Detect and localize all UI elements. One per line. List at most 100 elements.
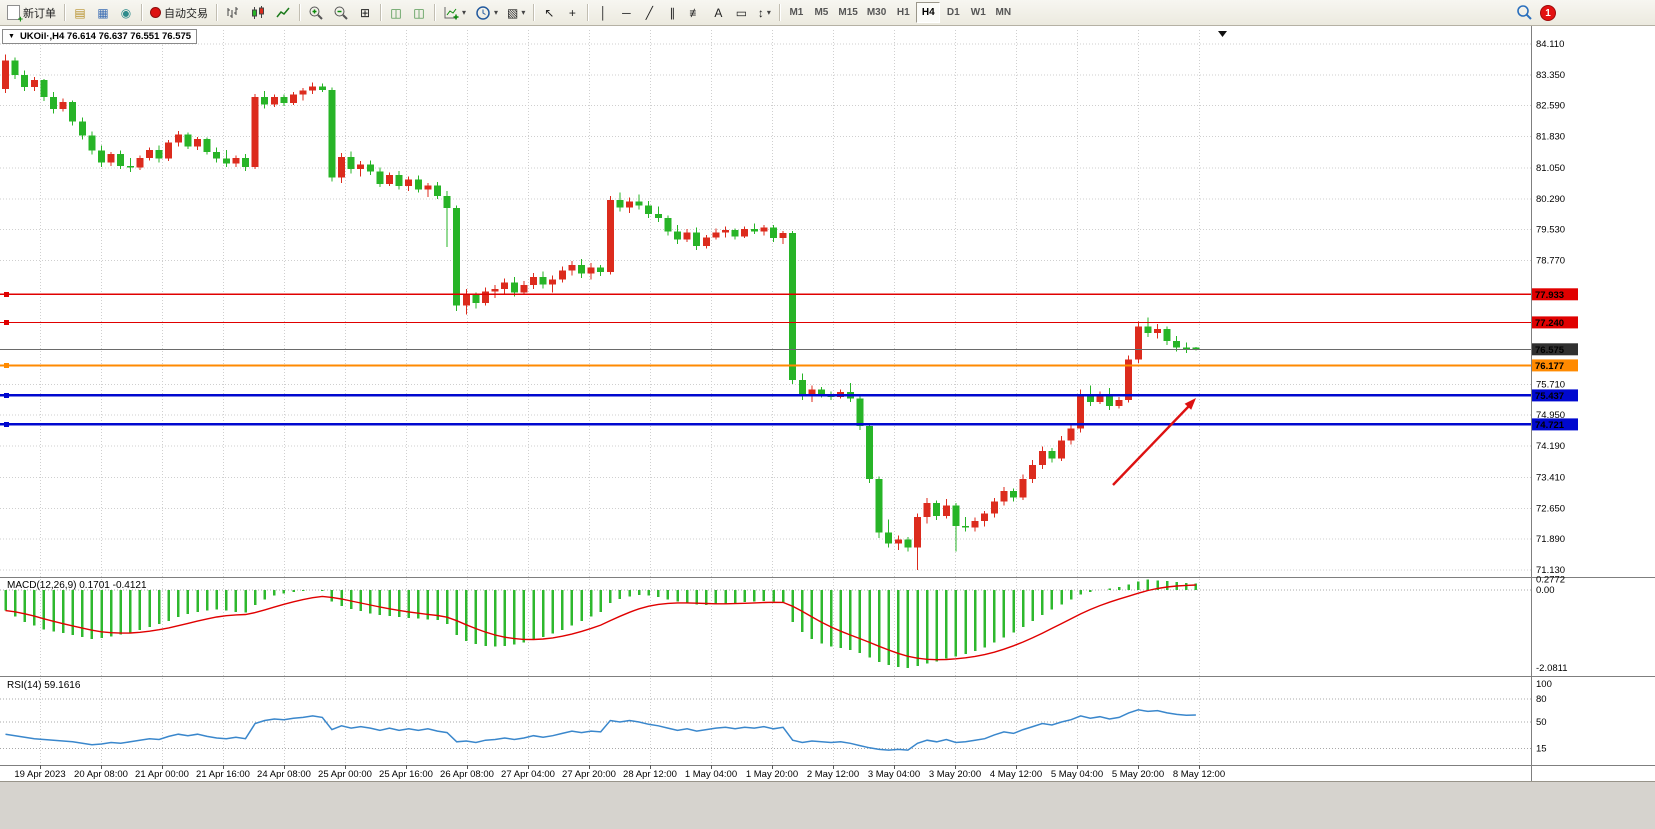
bar-chart-icon [227, 6, 238, 18]
chart-title: UKOil·,H4 76.614 76.637 76.551 76.575 [19, 31, 192, 42]
candle [558, 266, 566, 283]
vertical-line-icon: │ [599, 5, 608, 20]
timeframe-m1-button[interactable]: M1 [784, 2, 808, 23]
svg-text:21 Apr 16:00: 21 Apr 16:00 [196, 769, 250, 780]
horizontal-line-button[interactable]: ─ [615, 2, 637, 23]
arrows-tool-button[interactable]: ↕ ▾ [753, 2, 775, 23]
chart-title-box[interactable]: ▼ UKOil·,H4 76.614 76.637 76.551 76.575 [2, 29, 198, 44]
hline-anchor[interactable] [4, 291, 9, 297]
toolbar-separator [533, 4, 535, 21]
candle [789, 230, 797, 384]
market-watch-button[interactable]: ▤ [69, 2, 91, 23]
text-tool-button[interactable]: A [707, 2, 729, 23]
hline-anchor[interactable] [4, 362, 9, 368]
candle [2, 54, 9, 93]
indicators-button[interactable]: ▾ [439, 2, 470, 23]
hline-anchor[interactable] [4, 421, 9, 427]
svg-text:25 Apr 16:00: 25 Apr 16:00 [379, 769, 433, 780]
time-axis[interactable]: 19 Apr 2023 20 Apr 08:00 21 Apr 00:00 21 Ap… [14, 765, 1225, 780]
horizontal-line-icon: ─ [622, 5, 631, 20]
symbol-dropdown-icon[interactable]: ▼ [8, 33, 15, 40]
svg-text:77.933: 77.933 [1535, 290, 1564, 301]
candle [606, 196, 614, 275]
line-chart-button[interactable] [271, 2, 295, 23]
zoom-in-button[interactable] [304, 2, 328, 23]
candle [472, 292, 480, 309]
candle [1134, 321, 1142, 363]
candle [645, 200, 653, 218]
candle [280, 94, 288, 106]
arrange-windows-icon: ◫ [413, 5, 425, 20]
periods-button[interactable]: ▾ [471, 2, 502, 23]
zoom-out-button[interactable] [329, 2, 353, 23]
hline-anchor[interactable] [4, 392, 9, 398]
candle [568, 260, 576, 276]
timeframe-mn-button[interactable]: MN [991, 2, 1015, 23]
arrowhead [1184, 398, 1196, 410]
hline-anchor[interactable] [4, 319, 9, 325]
timeframe-d1-button[interactable]: D1 [941, 2, 965, 23]
candle [750, 223, 758, 234]
candle [1154, 324, 1161, 339]
candle [290, 92, 297, 106]
svg-text:8 May 12:00: 8 May 12:00 [1173, 769, 1225, 780]
candle [194, 136, 201, 150]
market-watch-icon: ▤ [74, 5, 86, 20]
shapes-button[interactable]: ▭ [730, 2, 752, 23]
svg-text:78.770: 78.770 [1536, 255, 1565, 266]
macd-signal-line [5, 584, 1196, 661]
timeframe-h4-button[interactable]: H4 [916, 2, 941, 23]
svg-text:84.110: 84.110 [1536, 39, 1564, 50]
toolbar-separator [434, 4, 435, 21]
autotrading-button[interactable]: 自动交易 [146, 2, 212, 23]
trend-arrow-object[interactable] [1112, 398, 1196, 486]
bar-chart-button[interactable] [221, 2, 245, 23]
cascade-windows-button[interactable]: ◫ [385, 2, 407, 23]
candle [376, 167, 384, 187]
candle [510, 277, 518, 297]
candle [357, 161, 365, 177]
svg-text:83.350: 83.350 [1536, 70, 1565, 81]
candle [578, 259, 585, 278]
candle [520, 281, 528, 295]
tile-windows-button[interactable]: ⊞ [354, 2, 376, 23]
timeframe-h1-button[interactable]: H1 [891, 2, 915, 23]
fibonacci-button[interactable]: ≢ [684, 2, 706, 23]
candle [866, 423, 873, 483]
price-tag [1532, 418, 1578, 431]
svg-text:26 Apr 08:00: 26 Apr 08:00 [440, 769, 494, 780]
candle [1058, 435, 1065, 461]
timeframe-m30-button[interactable]: M30 [863, 2, 890, 23]
candle [414, 175, 422, 193]
trendline-button[interactable]: ╱ [638, 2, 660, 23]
candle [923, 498, 931, 524]
candle [338, 153, 345, 183]
crosshair-button[interactable]: + [561, 2, 583, 23]
candle [702, 234, 710, 249]
timeframe-w1-button[interactable]: W1 [966, 2, 990, 23]
scroll-anchor-marker[interactable] [1218, 31, 1227, 37]
candlestick-chart-button[interactable] [246, 2, 270, 23]
svg-text:71.890: 71.890 [1536, 534, 1565, 545]
vertical-line-button[interactable]: │ [592, 2, 614, 23]
new-order-button[interactable]: 新订单 [3, 2, 60, 24]
navigator-button[interactable]: ◉ [115, 2, 137, 23]
templates-button[interactable]: ▧ ▾ [503, 2, 529, 23]
candle [203, 137, 211, 155]
toolbar-separator [216, 4, 217, 21]
price-axis[interactable]: 84.110 83.350 82.590 81.830 81.050 80.290 79.5… [1536, 39, 1568, 755]
chart-canvas[interactable]: 84.110 83.350 82.590 81.830 81.050 80.290 79.5… [0, 26, 1655, 781]
data-window-button[interactable]: ▦ [92, 2, 114, 23]
candle [69, 100, 77, 126]
notification-badge[interactable]: 1 [1540, 4, 1556, 21]
candle [1010, 488, 1017, 502]
timeframe-m5-button[interactable]: M5 [809, 2, 833, 23]
crosshair-icon: + [568, 5, 576, 20]
channel-button[interactable]: ∥ [661, 2, 683, 23]
candle [213, 147, 221, 163]
arrange-windows-button[interactable]: ◫ [408, 2, 430, 23]
svg-text:80: 80 [1536, 694, 1547, 705]
search-icon[interactable] [1516, 4, 1533, 21]
cursor-button[interactable]: ↖ [538, 2, 560, 23]
timeframe-m15-button[interactable]: M15 [834, 2, 861, 23]
